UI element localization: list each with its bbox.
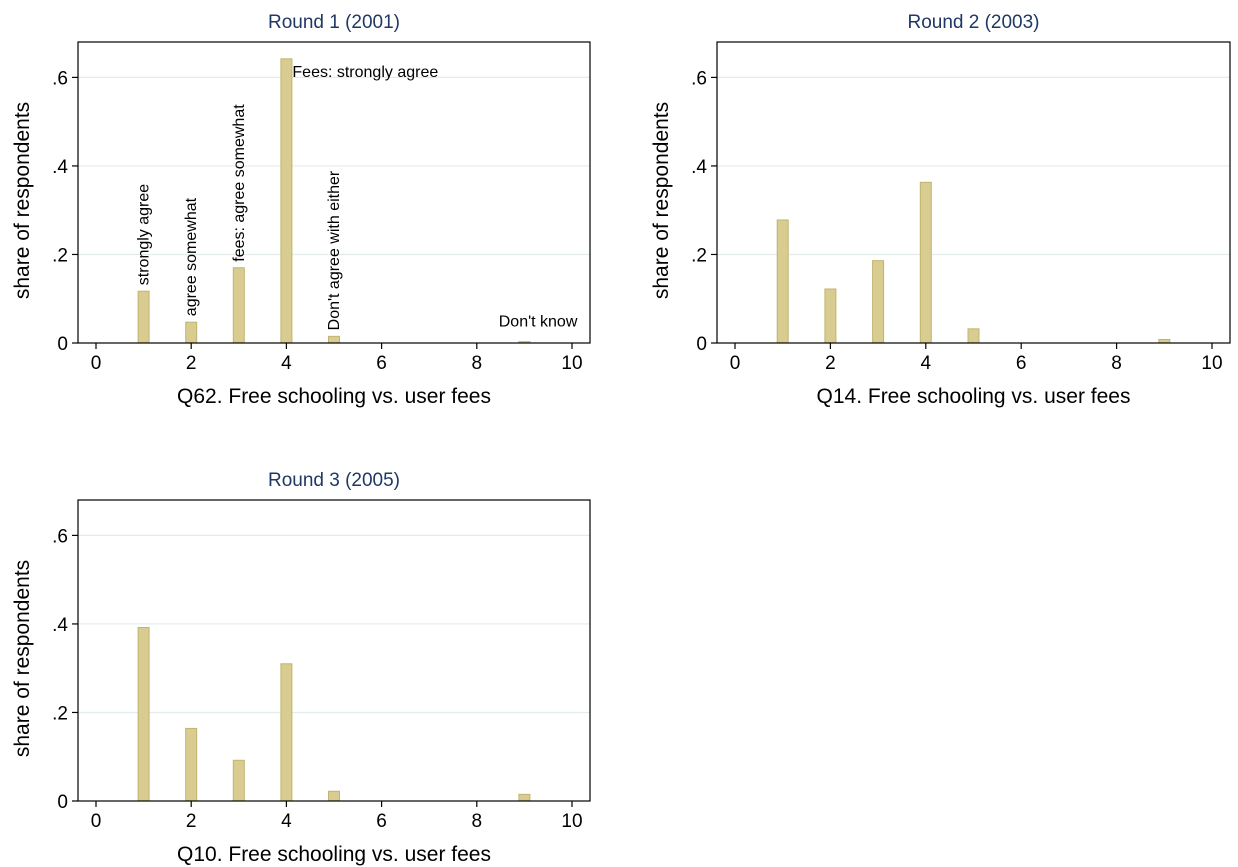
x-tick-label: 0 [730, 353, 741, 374]
chart-panel-3: 0 .2 .4 .6 0 2 4 6 8 10 Round 3 (2005) Q10. Free sc… [11, 470, 591, 866]
y-tick-label: 0 [57, 792, 68, 813]
bar [967, 328, 980, 344]
y-tick-label: .4 [52, 615, 68, 636]
bar [280, 663, 293, 802]
x-tick-label: 8 [472, 811, 483, 832]
x-tick-label: 6 [376, 811, 387, 832]
x-tick-label: 10 [561, 353, 582, 374]
x-tick-label: 8 [472, 353, 483, 374]
bar [776, 219, 789, 344]
bar [137, 626, 150, 802]
bar [232, 267, 245, 344]
x-tick-label: 6 [1016, 353, 1027, 374]
y-tick-label: 0 [696, 334, 707, 355]
chart-panel-2: 0 .2 .4 .6 0 2 4 6 8 10 Round 2 (2003) Q14. Free sc… [650, 12, 1231, 408]
panel-title: Round 2 (2003) [907, 12, 1039, 33]
x-axis-label: Q62. Free schooling vs. user fees [177, 385, 491, 408]
x-tick-label: 0 [91, 811, 102, 832]
bar-label: Don't know [499, 314, 578, 331]
x-tick-label: 4 [281, 811, 292, 832]
bar-label: Don't agree with either [326, 170, 343, 330]
bar-label: Fees: strongly agree [292, 64, 438, 81]
y-tick-label: .2 [52, 245, 68, 266]
x-tick-label: 2 [186, 353, 197, 374]
y-tick-label: .4 [52, 157, 68, 178]
x-axis-label: Q10. Free schooling vs. user fees [177, 843, 491, 866]
x-tick-label: 4 [281, 353, 292, 374]
bar [232, 759, 245, 802]
plot-frame [77, 499, 591, 802]
x-tick-label: 0 [91, 353, 102, 374]
bar [824, 288, 837, 344]
x-tick-label: 4 [921, 353, 932, 374]
x-tick-label: 10 [561, 811, 582, 832]
bar-label: agree somewhat [183, 197, 200, 316]
bar [185, 321, 198, 344]
bar [518, 793, 531, 802]
x-axis-label: Q14. Free schooling vs. user fees [817, 385, 1131, 408]
y-axis-label: share of respondents [11, 102, 34, 299]
bar-label: fees: agree somewhat [231, 104, 248, 262]
y-axis-label: share of respondents [650, 102, 673, 299]
plot-frame [716, 41, 1231, 344]
bar [137, 290, 150, 344]
y-tick-label: 0 [57, 334, 68, 355]
plot-frame [77, 41, 591, 344]
panel-title: Round 3 (2005) [268, 470, 400, 491]
x-tick-label: 2 [186, 811, 197, 832]
x-tick-label: 8 [1111, 353, 1122, 374]
y-tick-label: .2 [52, 703, 68, 724]
bar [185, 727, 198, 802]
x-tick-label: 2 [825, 353, 836, 374]
bar [872, 260, 885, 344]
y-tick-label: .4 [691, 157, 707, 178]
y-axis-label: share of respondents [11, 560, 34, 757]
bar [280, 58, 293, 344]
chart-panel-1: 0 .2 .4 .6 0 2 4 6 8 10 Round 1 (2001) Q62. Free sc… [11, 12, 591, 408]
bar [328, 335, 340, 344]
y-tick-label: .6 [52, 526, 68, 547]
bar-label: strongly agree [136, 184, 153, 285]
y-tick-label: .2 [691, 245, 707, 266]
bar [328, 790, 340, 802]
bar [919, 181, 932, 344]
y-tick-label: .6 [691, 68, 707, 89]
y-tick-label: .6 [52, 68, 68, 89]
panel-title: Round 1 (2001) [268, 12, 400, 33]
x-tick-label: 6 [376, 353, 387, 374]
x-tick-label: 10 [1201, 353, 1222, 374]
